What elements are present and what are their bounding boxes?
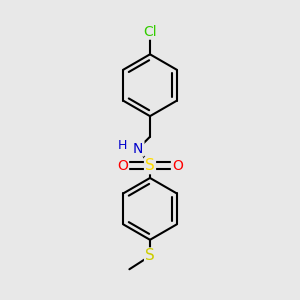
Text: S: S <box>145 158 155 173</box>
Text: N: N <box>133 142 143 155</box>
Text: O: O <box>172 159 183 172</box>
Text: O: O <box>117 159 128 172</box>
Text: H: H <box>117 139 127 152</box>
Text: Cl: Cl <box>143 25 157 39</box>
Text: S: S <box>145 248 155 263</box>
